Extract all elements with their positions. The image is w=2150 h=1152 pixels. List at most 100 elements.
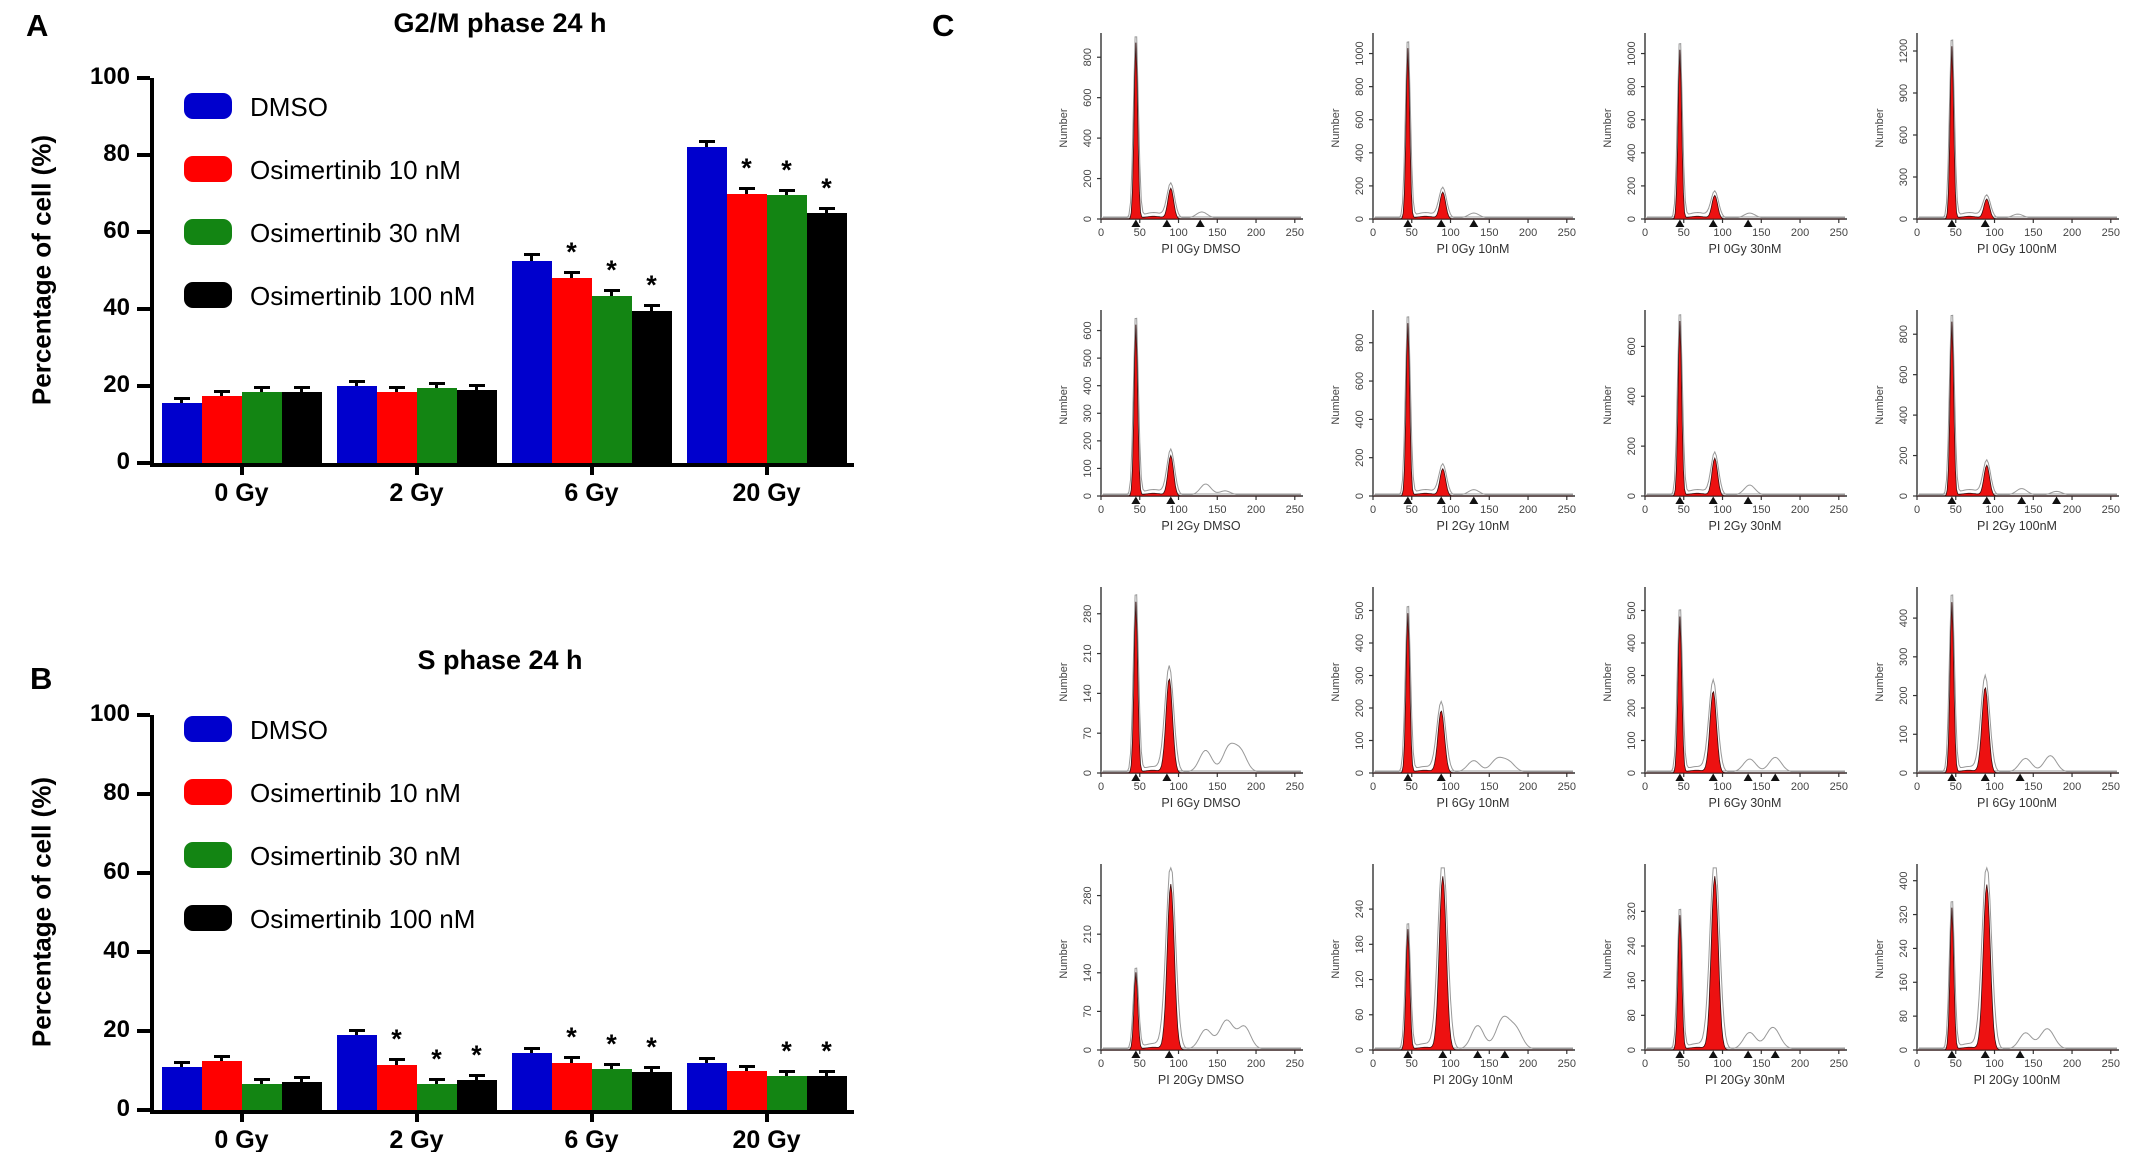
hist-model-peaks [1373, 323, 1573, 497]
hist-y-tick-label: 400 [1626, 144, 1638, 162]
hist-x-tick-label: 150 [2024, 227, 2042, 239]
y-tick [137, 1029, 150, 1033]
error-bar-stem [610, 1065, 613, 1069]
hist-x-tick-label: 100 [1169, 781, 1187, 793]
bar-20Gy-osimertinib-100-nm [806, 1076, 847, 1110]
hist-x-tick-label: 50 [1406, 504, 1418, 516]
x-tick [414, 463, 419, 475]
error-bar-stem [650, 307, 653, 311]
hist-marker-triangle [1708, 773, 1718, 781]
error-bar-stem [260, 1081, 263, 1085]
hist-model-peaks [1101, 601, 1301, 774]
hist-x-tick-label: 200 [2063, 227, 2081, 239]
hist-y-tick-label: 600 [1082, 88, 1094, 106]
panel-a-title: G2/M phase 24 h [393, 8, 607, 38]
hist-y-tick-label: 70 [1082, 1005, 1094, 1017]
hist-y-tick-label: 0 [1354, 1047, 1366, 1053]
hist-x-tick-label: 150 [1480, 227, 1498, 239]
bar-0Gy-osimertinib-30-nm [241, 1084, 282, 1110]
error-bar-stem [745, 1067, 748, 1071]
error-bar-stem [650, 1069, 653, 1073]
hist-x-tick-label: 0 [1098, 1058, 1104, 1070]
hist-marker-triangle [1743, 773, 1753, 781]
error-bar-cap [643, 304, 660, 308]
hist-x-tick-label: 200 [2063, 781, 2081, 793]
hist-x-tick-label: 150 [2024, 781, 2042, 793]
error-bar-cap [563, 1056, 580, 1060]
error-bar-stem [220, 392, 223, 396]
hist-y-tick-label: 100 [1626, 731, 1638, 749]
bar-6Gy-osimertinib-10-nm [551, 278, 592, 463]
hist-raw-curve [1917, 39, 2117, 219]
error-bar-stem [705, 1059, 708, 1063]
hist-y-tick-label: 160 [1626, 971, 1638, 989]
hist-y-tick-label: 210 [1082, 925, 1094, 943]
hist-y-axis-label: Number [1602, 939, 1614, 978]
error-bar-stem [435, 1081, 438, 1085]
error-bar-cap [468, 383, 485, 387]
error-bar-stem [300, 1079, 303, 1083]
error-bar-stem [180, 1063, 183, 1067]
hist-x-tick-label: 150 [1208, 227, 1226, 239]
hist-x-tick-label: 200 [1791, 1058, 1809, 1070]
hist-pi-6gy-dmso: 0 70 140 210 280 Number 0 50 100 150 200 250 PI 6Gy … [1055, 579, 1327, 856]
error-bar-cap [738, 187, 755, 191]
hist-svg-pi-6gy-100nm: 0 100 200 300 400 Number 0 50 100 150 200 250 PI 6Gy… [1874, 587, 2120, 810]
y-tick [137, 713, 150, 717]
significance-star: * [391, 1024, 402, 1055]
legend-label: Osimertinib 10 nM [250, 778, 461, 808]
hist-x-tick-label: 0 [1098, 781, 1104, 793]
hist-x-axis-label: PI 20Gy DMSO [1158, 1073, 1244, 1087]
hist-marker-triangle [1980, 773, 1990, 781]
hist-pi-2gy-10nm: 0 200 400 600 800 Number 0 50 100 150 200 250 PI 2Gy… [1327, 302, 1599, 579]
hist-y-tick-label: 200 [1354, 699, 1366, 717]
hist-raw-curve [1645, 43, 1845, 219]
hist-svg-pi-0gy-dmso: 0 200 400 600 800 Number 0 50 100 150 200 250 PI 0Gy… [1058, 33, 1304, 256]
hist-x-tick-label: 0 [1370, 504, 1376, 516]
hist-y-tick-label: 0 [1082, 1047, 1094, 1053]
hist-x-tick-label: 50 [1950, 227, 1962, 239]
y-tick [137, 230, 150, 234]
hist-y-tick-label: 300 [1626, 666, 1638, 684]
hist-x-tick-label: 0 [1914, 504, 1920, 516]
error-bar-cap [603, 1062, 620, 1066]
hist-marker-triangle [1980, 1050, 1990, 1058]
hist-marker-triangle [1438, 1050, 1448, 1058]
panel-b-plot: 0 20 40 60 80 100 0 Gy 2 Gy * * * 6 Gy * * * 20 Gy * * DMS… [90, 700, 854, 1152]
panel-a-y-axis-label: Percentage of cell (%) [26, 134, 57, 406]
hist-model-peaks [1101, 324, 1301, 497]
hist-y-tick-label: 200 [1898, 446, 1910, 464]
hist-x-tick-label: 200 [1791, 227, 1809, 239]
hist-x-tick-label: 100 [1441, 504, 1459, 516]
hist-pi-2gy-dmso: 0 100 200 300 400 500 600 Number 0 50 100 150 200 250… [1055, 302, 1327, 579]
hist-svg-pi-2gy-10nm: 0 200 400 600 800 Number 0 50 100 150 200 250 PI 2Gy… [1330, 310, 1576, 533]
hist-marker-triangle [1675, 219, 1685, 227]
hist-y-axis-label: Number [1058, 385, 1070, 424]
bar-6Gy-osimertinib-30-nm [591, 1068, 632, 1110]
hist-marker-triangle [2017, 496, 2027, 504]
hist-svg-pi-20gy-30nm: 0 80 160 240 320 Number 0 50 100 150 200 250 PI 20Gy… [1602, 864, 1848, 1087]
hist-y-tick-label: 400 [1354, 410, 1366, 428]
hist-svg-pi-0gy-10nm: 0 200 400 600 800 1000 Number 0 50 100 150 200 250 PI… [1330, 33, 1576, 256]
hist-x-tick-label: 100 [1713, 227, 1731, 239]
bar-20Gy-osimertinib-100-nm [806, 212, 847, 463]
error-bar-cap [293, 1076, 310, 1080]
hist-svg-pi-2gy-dmso: 0 100 200 300 400 500 600 Number 0 50 100 150 200 250… [1058, 310, 1304, 533]
hist-raw-curve [1373, 605, 1573, 773]
bar-20Gy-osimertinib-30-nm [766, 1076, 807, 1110]
hist-y-tick-label: 200 [1354, 449, 1366, 467]
bar-0Gy-osimertinib-100-nm [281, 391, 322, 463]
hist-x-tick-label: 200 [1519, 227, 1537, 239]
error-bar-cap [523, 1046, 540, 1050]
hist-y-tick-label: 800 [1354, 77, 1366, 95]
legend-label: DMSO [250, 92, 328, 122]
hist-raw-curve [1373, 41, 1573, 219]
hist-x-tick-label: 150 [1752, 781, 1770, 793]
hist-x-tick-label: 50 [1406, 1058, 1418, 1070]
error-bar-stem [220, 1057, 223, 1061]
hist-x-tick-label: 150 [1752, 504, 1770, 516]
hist-y-tick-label: 200 [1626, 699, 1638, 717]
legend-label: Osimertinib 100 nM [250, 904, 476, 934]
hist-y-tick-label: 800 [1898, 325, 1910, 343]
hist-y-tick-label: 320 [1898, 905, 1910, 923]
